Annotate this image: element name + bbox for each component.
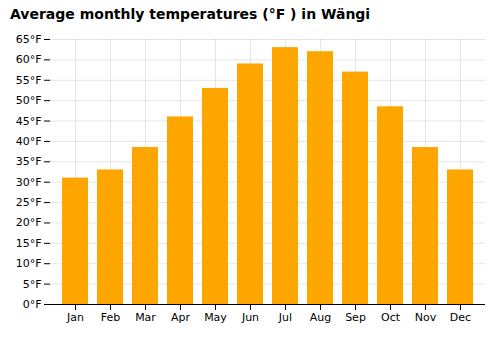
svg-text:35°F: 35°F	[16, 155, 42, 168]
svg-text:45°F: 45°F	[16, 115, 42, 128]
svg-text:40°F: 40°F	[16, 135, 42, 148]
svg-text:Mar: Mar	[135, 311, 156, 324]
svg-text:Aug: Aug	[310, 311, 331, 324]
svg-text:Feb: Feb	[101, 311, 120, 324]
svg-text:Jan: Jan	[66, 311, 84, 324]
svg-text:60°F: 60°F	[16, 53, 42, 66]
svg-text:Oct: Oct	[381, 311, 401, 324]
svg-text:Dec: Dec	[450, 311, 471, 324]
svg-text:Jul: Jul	[278, 311, 292, 324]
svg-text:25°F: 25°F	[16, 196, 42, 209]
svg-text:50°F: 50°F	[16, 94, 42, 107]
svg-text:30°F: 30°F	[16, 176, 42, 189]
html-text:Average monthly temperatures (: Average monthly temperatures (°F ) in Wä…	[10, 6, 371, 22]
svg-text:Apr: Apr	[171, 311, 191, 324]
svg-text:Sep: Sep	[345, 311, 366, 324]
svg-text:May: May	[204, 311, 227, 324]
svg-text:15°F: 15°F	[16, 237, 42, 250]
svg-text:Jun: Jun	[241, 311, 259, 324]
svg-text:55°F: 55°F	[16, 74, 42, 87]
svg-text:10°F: 10°F	[16, 257, 42, 270]
svg-text:65°F: 65°F	[16, 33, 42, 46]
svg-text:0°F: 0°F	[23, 298, 42, 311]
svg-text:5°F: 5°F	[23, 278, 42, 291]
svg-text:Nov: Nov	[415, 311, 437, 324]
svg-text:20°F: 20°F	[16, 216, 42, 229]
